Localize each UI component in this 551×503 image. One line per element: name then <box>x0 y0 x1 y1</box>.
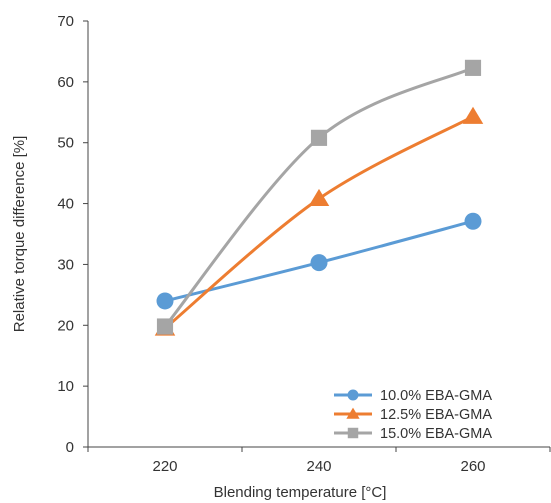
x-tick-label: 240 <box>306 458 331 475</box>
data-point-series-2 <box>308 188 330 207</box>
x-tick-label: 260 <box>460 458 485 475</box>
data-point-series-1 <box>156 292 174 310</box>
y-tick-label: 70 <box>57 13 74 30</box>
data-point-series-3 <box>464 59 482 76</box>
legend-marker <box>346 407 360 419</box>
legend-marker <box>347 389 359 401</box>
y-tick-label: 20 <box>57 317 74 334</box>
axes <box>87 21 550 448</box>
y-axis-title: Relative torque difference [%] <box>11 136 28 333</box>
series-line-2 <box>163 115 475 330</box>
legend-label: 15.0% EBA-GMA <box>380 426 492 442</box>
y-tick-label: 40 <box>57 196 74 213</box>
legend-marker <box>347 427 359 439</box>
y-tick-label: 0 <box>66 439 74 456</box>
legend-label: 12.5% EBA-GMA <box>380 407 492 423</box>
x-axis-title: Blending temperature [°C] <box>214 484 387 501</box>
data-point-series-2 <box>462 106 484 124</box>
legend-label: 10.0% EBA-GMA <box>380 388 492 404</box>
x-ticks: 220 240 260 <box>87 447 551 475</box>
data-point-series-1 <box>310 254 328 272</box>
y-tick-label: 60 <box>57 74 74 91</box>
data-point-series-1 <box>464 212 482 230</box>
data-point-series-3 <box>156 318 174 335</box>
y-tick-label: 10 <box>57 378 74 395</box>
legend: 10.0% EBA-GMA 12.5% EBA-GMA 15.0% EBA-GMA <box>334 388 492 442</box>
series-markers <box>154 59 484 336</box>
data-point-series-3 <box>310 129 328 146</box>
y-tick-label: 30 <box>57 256 74 273</box>
x-tick-label: 220 <box>152 458 177 475</box>
y-tick-label: 50 <box>57 135 74 152</box>
y-ticks: 0 10 20 30 40 50 60 70 <box>57 13 88 456</box>
